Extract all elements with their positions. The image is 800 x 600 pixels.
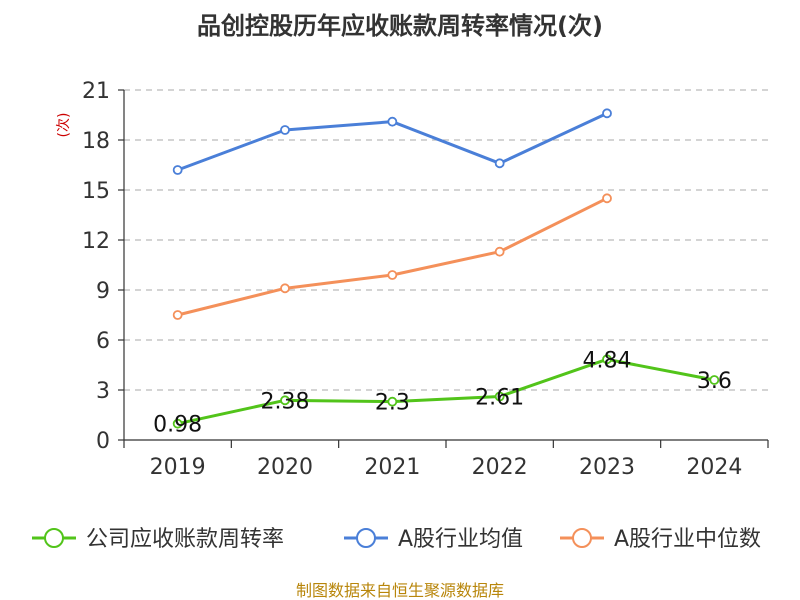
legend-label: A股行业中位数 [614, 527, 761, 552]
series-group: 0.98 2.38 2.3 2.61 4.84 3.6 [153, 108, 732, 438]
data-point [172, 165, 183, 175]
gridlines [124, 89, 768, 391]
x-tick-label: 2021 [364, 455, 420, 480]
y-axis-label: (次) [56, 113, 72, 138]
x-tick-label: 2020 [257, 455, 313, 480]
y-tick-label: 18 [82, 129, 110, 154]
x-tick-label: 2023 [579, 455, 635, 480]
series-line [177, 357, 715, 426]
data-point [602, 193, 612, 204]
data-label: 2.61 [475, 386, 524, 411]
legend-marker [356, 528, 376, 548]
legend-label: 公司应收账款周转率 [86, 527, 284, 552]
data-point [280, 395, 290, 406]
legend-label: A股行业均值 [398, 527, 523, 552]
data-point [494, 158, 505, 169]
legend: 公司应收账款周转率 A股行业均值 A股行业中位数 [32, 527, 761, 552]
y-tick-label: 3 [96, 379, 110, 404]
y-tick-label: 6 [96, 329, 110, 354]
legend-item-0: 公司应收账款周转率 [32, 527, 284, 552]
data-point [494, 391, 505, 402]
data-label: 0.98 [153, 413, 202, 438]
data-point [387, 270, 398, 280]
axes: 0 3 6 9 12 15 18 21 2019 2020 2021 2022 2023 2024 [82, 79, 769, 480]
data-point [387, 116, 398, 127]
data-point [602, 108, 612, 119]
data-point [172, 310, 183, 320]
chart-title: 品创控股历年应收账款周转率情况(次) [197, 12, 603, 40]
x-tick-label: 2024 [686, 455, 742, 480]
legend-marker [572, 528, 592, 548]
source-note: 制图数据来自恒生聚源数据库 [296, 581, 504, 600]
legend-item-1: A股行业均值 [344, 527, 523, 552]
legend-item-2: A股行业中位数 [560, 527, 761, 552]
data-point [280, 125, 290, 135]
data-point [494, 246, 505, 257]
x-tick-label: 2022 [472, 455, 528, 480]
y-tick-label: 15 [82, 179, 110, 204]
series-1 [172, 108, 612, 175]
data-point [709, 375, 720, 385]
data-label: 2.38 [261, 389, 310, 414]
data-point [387, 396, 398, 407]
y-tick-label: 0 [96, 429, 110, 454]
y-tick-label: 12 [82, 229, 110, 254]
data-point [172, 418, 183, 429]
data-label: 4.84 [583, 348, 632, 373]
series-0: 0.98 2.38 2.3 2.61 4.84 3.6 [153, 348, 732, 437]
data-label: 3.6 [697, 369, 732, 394]
series-line [177, 196, 608, 317]
y-tick-label: 9 [96, 279, 110, 304]
y-tick-label: 21 [82, 79, 110, 104]
legend-marker [44, 528, 64, 548]
x-tick-label: 2019 [150, 455, 206, 480]
data-label: 2.3 [375, 391, 410, 416]
series-2 [172, 193, 612, 320]
data-point [280, 283, 290, 294]
data-point [602, 354, 612, 365]
